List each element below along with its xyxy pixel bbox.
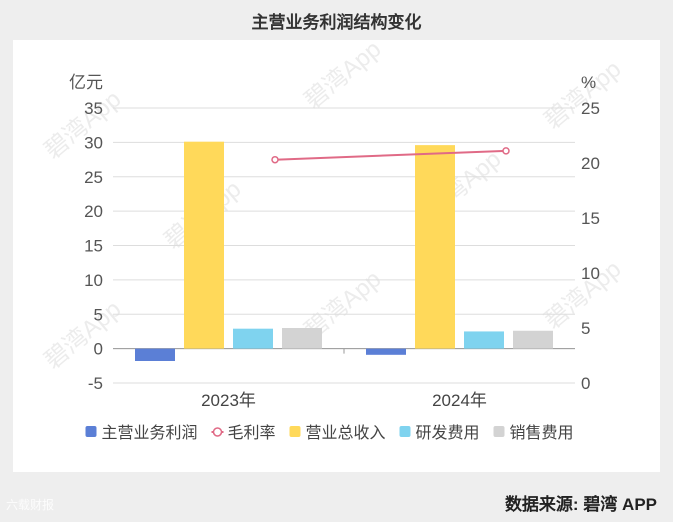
watermark-text: 碧湾App xyxy=(40,86,127,165)
line-point xyxy=(502,147,510,155)
watermark-text: 碧湾App xyxy=(300,40,387,115)
right-tick-label: 25 xyxy=(581,99,600,118)
bar-主营业务利润 xyxy=(135,348,175,361)
chart-title: 主营业务利润结构变化 xyxy=(251,13,422,32)
left-tick-label: 35 xyxy=(84,99,103,118)
legend-swatch xyxy=(493,426,505,437)
left-tick-label: -5 xyxy=(88,374,103,393)
legend-label: 研发费用 xyxy=(416,424,480,442)
bar-研发费用 xyxy=(464,331,504,349)
bar-主营业务利润 xyxy=(366,348,406,355)
chart-svg: 碧湾App碧湾App碧湾App碧湾App碧湾App碧湾App碧湾App碧湾App… xyxy=(40,40,627,442)
bar-研发费用 xyxy=(233,328,273,349)
bar-营业总收入 xyxy=(415,145,455,349)
right-axis-unit: % xyxy=(581,73,596,92)
watermark-text: 碧湾App xyxy=(40,296,127,375)
legend-swatch xyxy=(212,427,223,437)
chart-panel: 碧湾App碧湾App碧湾App碧湾App碧湾App碧湾App碧湾App碧湾App… xyxy=(13,40,660,472)
bar-营业总收入 xyxy=(184,141,224,349)
left-tick-label: 5 xyxy=(94,305,103,324)
line-point xyxy=(271,155,279,164)
legend-label: 主营业务利润 xyxy=(102,424,198,442)
right-tick-label: 0 xyxy=(581,374,590,393)
x-tick-label: 2024年 xyxy=(432,391,487,410)
legend-label: 销售费用 xyxy=(510,424,574,442)
left-tick-label: 10 xyxy=(84,271,103,290)
left-tick-label: 30 xyxy=(84,133,103,152)
bar-销售费用 xyxy=(282,328,322,349)
legend-swatch xyxy=(399,426,411,437)
right-tick-label: 5 xyxy=(581,319,590,338)
legend-swatch xyxy=(289,426,301,437)
right-tick-label: 20 xyxy=(581,154,600,173)
x-tick-label: 2023年 xyxy=(201,391,256,410)
left-tick-label: 25 xyxy=(84,168,103,187)
left-tick-label: 20 xyxy=(84,202,103,221)
left-axis-unit: 亿元 xyxy=(69,73,103,92)
right-tick-label: 10 xyxy=(581,264,600,283)
line-毛利率 xyxy=(274,149,507,161)
legend-label: 毛利率 xyxy=(228,424,276,442)
left-tick-label: 15 xyxy=(84,237,103,256)
legend-swatch xyxy=(85,426,97,437)
left-tick-label: 0 xyxy=(94,340,103,359)
corner-logo: 六载财报 xyxy=(6,498,55,512)
watermark-text: 碧湾App xyxy=(540,56,627,135)
bar-销售费用 xyxy=(513,330,553,349)
legend-label: 营业总收入 xyxy=(306,424,386,442)
right-tick-label: 15 xyxy=(581,209,600,228)
data-source: 数据来源: 碧湾 APP xyxy=(504,495,657,514)
